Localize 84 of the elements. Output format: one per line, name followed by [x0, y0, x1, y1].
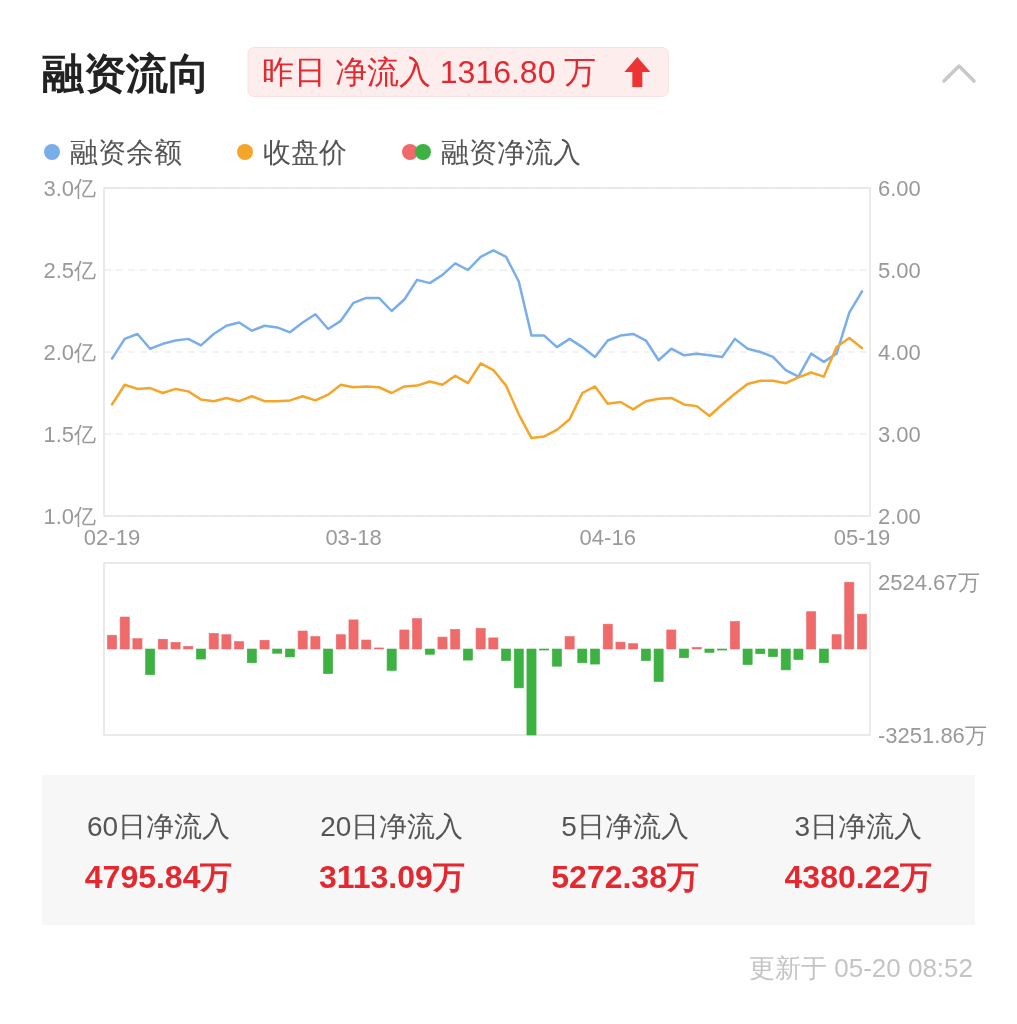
y-tick-label: 2.5亿 — [43, 257, 96, 283]
bar — [806, 611, 817, 650]
bar — [412, 618, 422, 650]
bar — [424, 648, 435, 655]
bar — [234, 641, 244, 650]
bar — [157, 638, 168, 650]
bar — [310, 636, 321, 650]
bar — [780, 648, 791, 671]
category-label: 60日净流入 — [87, 811, 231, 842]
text: 4380.22万 — [784, 859, 933, 895]
y2-tick-label: 6.00 — [878, 175, 921, 201]
bar — [119, 616, 130, 650]
y-tick-label: 3.0亿 — [43, 175, 96, 201]
x-tick-label: 04-16 — [579, 525, 636, 550]
bar — [145, 648, 156, 675]
text: 5272.38万 — [551, 859, 699, 895]
bar — [463, 648, 473, 661]
bar — [666, 629, 677, 650]
bar — [513, 648, 524, 689]
bar — [323, 648, 333, 674]
bar — [641, 648, 651, 661]
bar — [857, 613, 867, 650]
bar — [564, 636, 575, 650]
bar — [704, 648, 715, 653]
legend-label: 融资净流入 — [441, 137, 581, 168]
bar — [488, 637, 499, 650]
bar — [831, 634, 842, 650]
legend-label: 融资余额 — [70, 137, 182, 168]
bar — [348, 619, 359, 650]
x-tick-label: 03-18 — [325, 525, 382, 550]
bar — [818, 648, 829, 664]
bar — [361, 639, 372, 650]
y-tick-label: -3251.86万 — [878, 722, 987, 748]
bar — [107, 634, 117, 650]
y-tick-label: 2.0亿 — [43, 339, 96, 365]
category-label: 3日净流入 — [794, 811, 923, 842]
bar — [437, 636, 448, 650]
line-series — [110, 336, 864, 440]
bar — [628, 643, 639, 650]
category-label: 5日净流入 — [561, 811, 689, 842]
bar — [755, 648, 766, 655]
bar — [297, 630, 308, 650]
bar — [602, 623, 613, 650]
line-series — [110, 249, 864, 378]
bar — [552, 648, 562, 667]
bar — [450, 629, 461, 650]
bar — [679, 648, 689, 659]
bar — [526, 648, 537, 736]
bar — [399, 629, 410, 650]
bar — [501, 648, 511, 661]
text: 4795.84万 — [84, 859, 233, 895]
bar — [285, 648, 295, 658]
bar — [196, 648, 206, 660]
bar — [768, 648, 778, 657]
bar — [653, 648, 664, 682]
bar — [132, 638, 143, 650]
bar — [590, 648, 600, 665]
text: 3113.09万 — [318, 859, 465, 895]
legend-label: 收盘价 — [263, 137, 347, 168]
y2-tick-label: 3.00 — [878, 421, 921, 447]
bar — [844, 581, 855, 650]
y2-tick-label: 4.00 — [878, 339, 921, 365]
text: 更新于 05-20 08:52 — [748, 953, 973, 983]
bar — [208, 633, 219, 650]
bar — [335, 634, 346, 650]
bar — [742, 648, 753, 665]
bar — [475, 628, 486, 650]
category-label: 20日净流入 — [320, 811, 464, 842]
bar — [730, 621, 740, 650]
y-tick-label: 2524.67万 — [878, 569, 980, 595]
bar — [272, 648, 283, 654]
chart-subtitle: 昨日 净流入 1316.80 万 — [262, 54, 597, 90]
bar — [170, 642, 181, 650]
bar — [577, 648, 588, 664]
bar — [615, 641, 626, 650]
chart-title: 融资流向 — [42, 50, 210, 97]
y2-tick-label: 5.00 — [878, 257, 921, 283]
y-tick-label: 1.5亿 — [43, 421, 96, 447]
bar — [221, 634, 232, 650]
bar — [386, 648, 397, 671]
bar — [183, 646, 194, 650]
bar — [259, 639, 270, 650]
bar — [793, 648, 804, 660]
bar — [246, 648, 257, 664]
